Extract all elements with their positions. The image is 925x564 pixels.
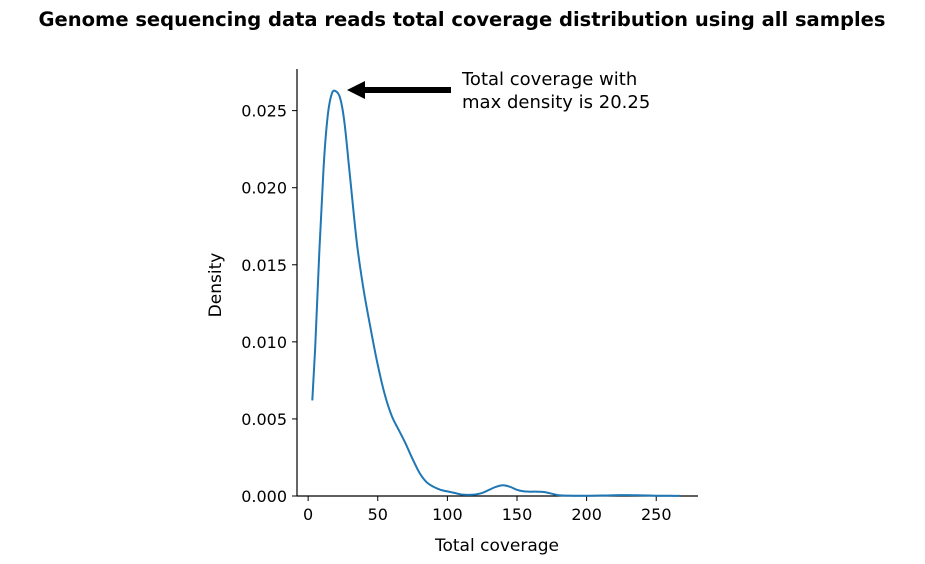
annotation: Total coverage with max density is 20.25 [347, 69, 650, 113]
y-tick-label: 0.010 [241, 333, 287, 352]
y-tick-label: 0.025 [241, 102, 287, 121]
series-line [311, 89, 680, 497]
axes [296, 69, 698, 497]
y-axis-label: Density [206, 253, 226, 318]
annotation-text-line-2: max density is 20.25 [462, 92, 650, 113]
y-tick-label: 0.000 [241, 487, 287, 506]
x-axis-label: Total coverage [434, 536, 559, 556]
chart-title: Genome sequencing data reads total cover… [38, 8, 885, 31]
x-tick-label: 0 [303, 505, 313, 524]
x-tick-label: 200 [571, 505, 602, 524]
y-ticks: 0.000 0.005 0.010 0.015 0.020 0.025 [241, 102, 297, 506]
y-tick-label: 0.015 [241, 256, 287, 275]
x-tick-label: 250 [641, 505, 672, 524]
x-tick-label: 150 [502, 505, 533, 524]
y-tick-label: 0.005 [241, 410, 287, 429]
y-tick-label: 0.020 [241, 179, 287, 198]
annotation-text-line-1: Total coverage with [461, 69, 637, 90]
x-ticks: 0 50 100 150 200 250 [303, 496, 672, 524]
x-tick-label: 50 [368, 505, 388, 524]
x-tick-label: 100 [432, 505, 463, 524]
annotation-arrow [347, 81, 451, 99]
